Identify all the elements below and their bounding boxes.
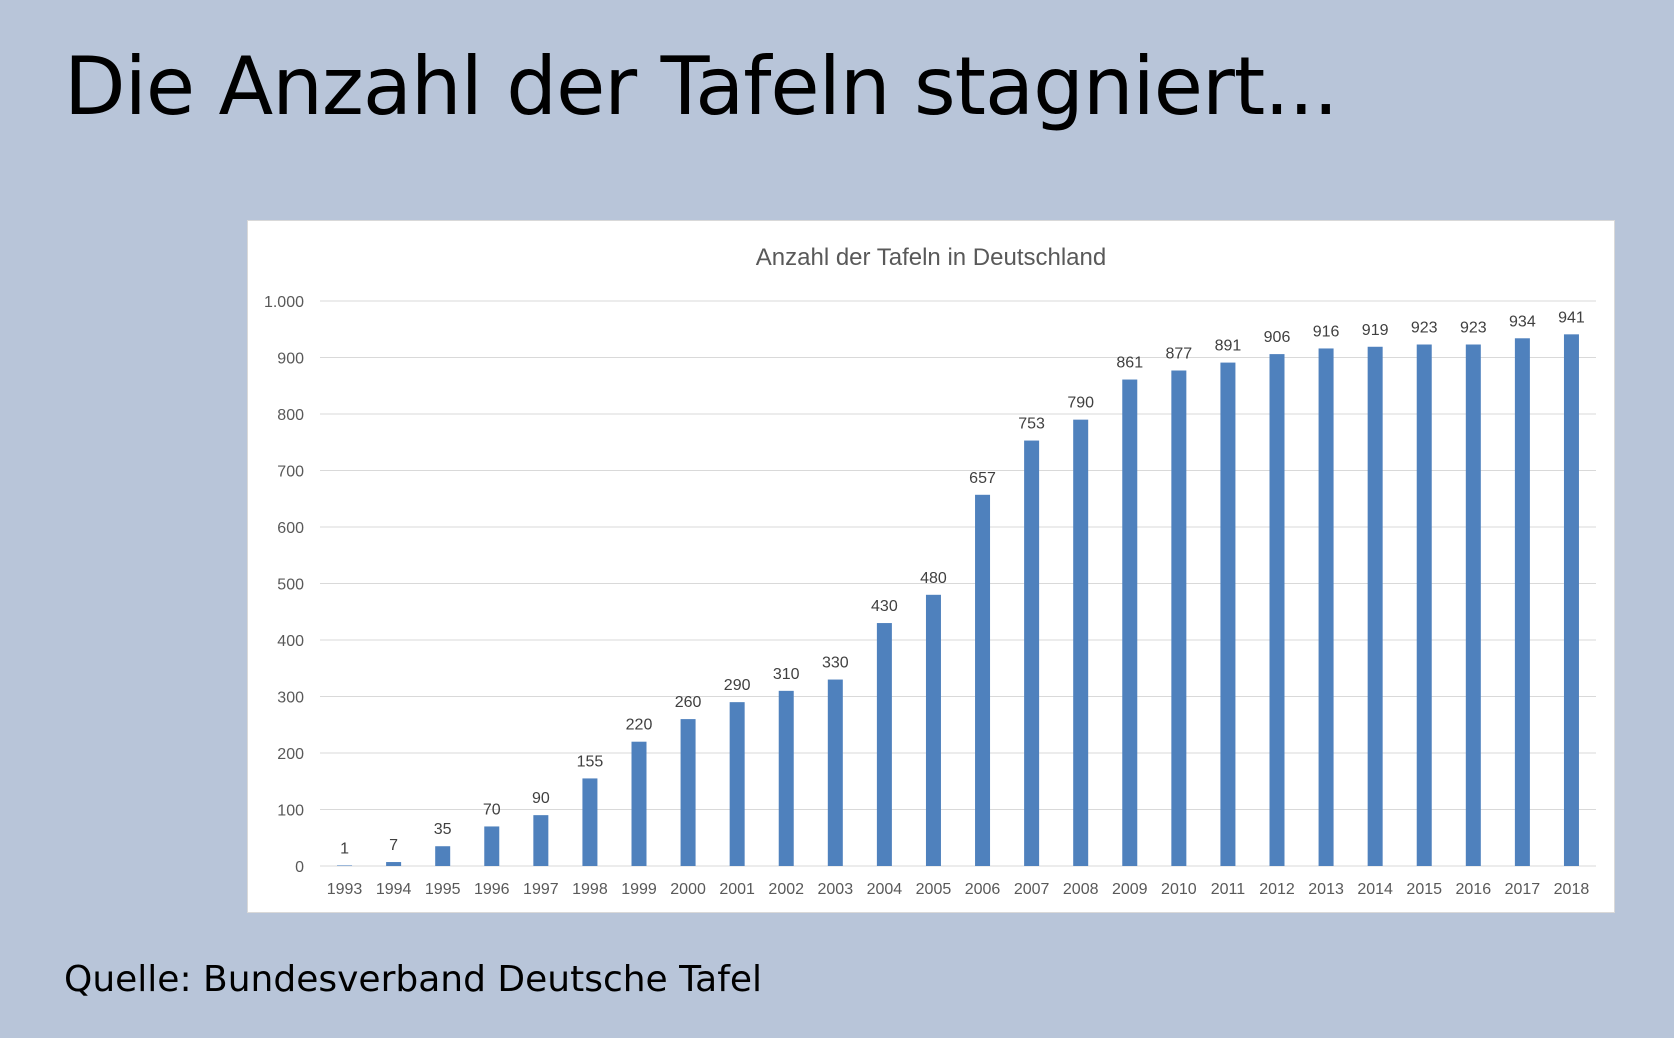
x-tick-label: 2003 [818,881,854,898]
bar-2004 [876,623,892,866]
y-tick-label: 700 [277,464,304,481]
x-tick-label: 2012 [1259,881,1295,898]
y-tick-label: 200 [277,746,304,763]
data-label-2011: 891 [1215,338,1242,355]
y-tick-label: 100 [277,803,304,820]
bar-2013 [1318,348,1334,867]
bars [337,334,1579,867]
bar-2014 [1367,346,1383,866]
y-tick-label: 900 [277,351,304,368]
data-label-1998: 155 [577,753,604,770]
bar-2003 [827,679,843,866]
bar-2002 [778,690,794,866]
y-tick-label: 400 [277,633,304,650]
data-label-2006: 657 [969,470,996,487]
bar-2005 [925,594,941,866]
y-axis-ticks: 0 100 200 300 400 500 600 700 800 900 1.000 [264,294,304,876]
data-label-1993: 1 [340,840,349,857]
data-label-2014: 919 [1362,322,1389,339]
bar-1994 [386,862,402,866]
x-tick-label: 2013 [1308,881,1344,898]
x-tick-label: 2004 [867,881,903,898]
data-label-2018: 941 [1558,309,1585,326]
bar-2010 [1171,370,1187,866]
bar-2001 [729,702,745,866]
x-tick-label: 2010 [1161,881,1197,898]
bar-2012 [1269,354,1285,866]
bar-2015 [1416,344,1432,866]
x-tick-label: 2006 [965,881,1001,898]
x-tick-label: 2011 [1211,881,1246,898]
bar-2011 [1220,362,1236,866]
x-tick-label: 1995 [425,881,461,898]
x-tick-label: 1999 [621,881,657,898]
data-label-2007: 753 [1018,416,1045,433]
bar-2008 [1073,419,1089,866]
x-tick-label: 2017 [1505,881,1541,898]
data-label-2012: 906 [1264,329,1291,346]
data-label-1994: 7 [389,837,398,854]
x-tick-label: 2009 [1112,881,1148,898]
bar-2006 [975,494,991,866]
data-label-2016: 923 [1460,320,1487,337]
y-tick-label: 500 [277,577,304,594]
x-tick-label: 1994 [376,881,412,898]
x-tick-label: 2014 [1357,881,1393,898]
bar-1997 [533,815,549,866]
bar-2016 [1465,344,1481,866]
data-label-1999: 220 [626,717,653,734]
x-tick-label: 1993 [327,881,363,898]
data-label-2010: 877 [1165,345,1192,362]
data-label-2005: 480 [920,570,947,587]
gridlines [320,300,1596,867]
bar-2017 [1514,338,1530,866]
y-tick-label: 300 [277,690,304,707]
x-tick-label: 2005 [916,881,952,898]
data-label-2000: 260 [675,694,702,711]
bar-1998 [582,778,598,866]
data-label-2001: 290 [724,677,751,694]
data-label-2002: 310 [773,666,800,683]
y-tick-label: 1.000 [264,294,304,311]
data-label-1995: 35 [434,821,452,838]
data-label-2013: 916 [1313,323,1340,340]
data-label-2017: 934 [1509,313,1536,330]
data-label-2003: 330 [822,655,849,672]
x-tick-label: 1998 [572,881,608,898]
bar-2018 [1563,334,1579,867]
data-labels: 1 7 35 70 90 155 220 260 290 310 330 430 480 657 753 79… [340,309,1585,857]
bar-2000 [680,719,696,866]
data-label-2008: 790 [1067,395,1094,412]
data-label-1997: 90 [532,790,550,807]
x-tick-label: 2007 [1014,881,1050,898]
x-axis-ticks: 1993 1994 1995 1996 1997 1998 1999 2000 2001 2002… [327,881,1590,898]
x-tick-label: 2008 [1063,881,1099,898]
chart-container: Anzahl der Tafeln in Deutschland 0 100 200… [247,220,1615,913]
x-tick-label: 2002 [768,881,804,898]
x-tick-label: 1997 [523,881,559,898]
x-tick-label: 2016 [1456,881,1492,898]
source-note: Quelle: Bundesverband Deutsche Tafel [64,959,763,1000]
slide-title: Die Anzahl der Tafeln stagniert... [64,40,1339,133]
bar-chart: Anzahl der Tafeln in Deutschland 0 100 200… [264,244,1596,898]
data-label-2004: 430 [871,598,898,615]
bar-2007 [1024,440,1040,866]
bar-1999 [631,741,647,866]
x-tick-label: 2000 [670,881,706,898]
y-tick-label: 600 [277,520,304,537]
data-label-1996: 70 [483,801,501,818]
x-tick-label: 1996 [474,881,510,898]
y-tick-label: 800 [277,407,304,424]
x-tick-label: 2015 [1406,881,1442,898]
y-tick-label: 0 [295,859,304,876]
bar-1996 [484,826,500,866]
data-label-2015: 923 [1411,320,1438,337]
bar-1995 [435,846,451,866]
x-tick-label: 2018 [1554,881,1590,898]
x-tick-label: 2001 [719,881,755,898]
chart-title: Anzahl der Tafeln in Deutschland [756,244,1106,271]
bar-2009 [1122,379,1138,866]
bar-1993 [337,865,353,866]
data-label-2009: 861 [1116,355,1143,372]
